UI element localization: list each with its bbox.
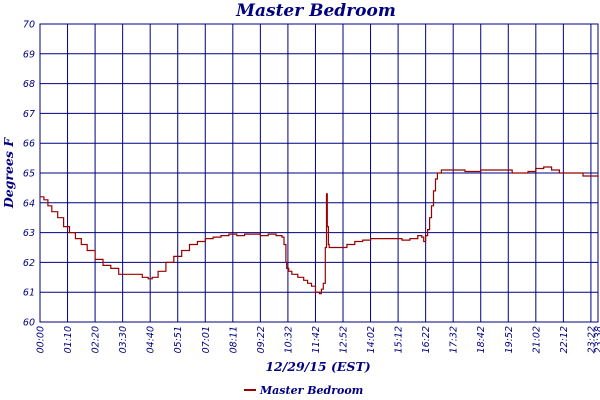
y-tick-label: 62 <box>23 258 35 269</box>
y-tick-label: 67 <box>23 109 35 120</box>
y-tick-label: 65 <box>23 169 35 180</box>
x-tick-label: 12:52 <box>339 326 350 353</box>
x-tick-label: 15:12 <box>394 326 405 353</box>
x-tick-label: 19:52 <box>504 326 515 353</box>
x-tick-label: 04:40 <box>146 326 157 353</box>
grid <box>39 23 599 323</box>
plot-frame <box>39 23 599 323</box>
y-tick-label: 70 <box>23 20 35 31</box>
x-tick-label: 11:42 <box>311 326 322 353</box>
x-tick-label: 17:32 <box>449 326 460 353</box>
series-layer <box>40 166 599 295</box>
chart-title: Master Bedroom <box>235 1 396 21</box>
x-tick-label: 03:30 <box>118 326 129 353</box>
x-tick-label: 23:38 <box>594 326 600 353</box>
legend-label: Master Bedroom <box>259 384 363 397</box>
y-tick-label: 60 <box>23 318 35 329</box>
y-axis-label: Degrees F <box>1 137 16 209</box>
x-tick-label: 07:01 <box>201 326 212 353</box>
x-tick-label: 14:02 <box>366 326 377 353</box>
y-tick-label: 64 <box>23 198 35 209</box>
legend: Master Bedroom <box>244 384 363 397</box>
x-axis-ticks: 00:00 01:10 02:20 03:30 04:40 05:51 07:01 08:11… <box>36 326 600 353</box>
y-tick-label: 61 <box>23 288 35 299</box>
y-tick-label: 68 <box>23 79 35 90</box>
x-tick-label: 23:22 <box>586 326 597 353</box>
x-tick-label: 02:20 <box>91 326 102 353</box>
y-axis-ticks: 60 61 62 63 64 65 66 67 68 69 70 <box>23 20 35 329</box>
x-tick-label: 09:22 <box>256 326 267 353</box>
x-tick-label: 10:32 <box>283 326 294 353</box>
x-tick-label: 22:12 <box>559 326 570 353</box>
x-tick-label: 08:11 <box>228 326 239 353</box>
y-tick-label: 63 <box>23 228 35 239</box>
x-axis-label: 12/29/15 (EST) <box>265 359 370 374</box>
x-tick-label: 01:10 <box>63 326 74 353</box>
x-tick-label: 00:00 <box>36 326 47 353</box>
y-tick-label: 66 <box>23 139 35 150</box>
x-tick-label: 05:51 <box>173 326 184 353</box>
x-tick-label: 21:02 <box>531 326 542 353</box>
series-line <box>40 166 599 295</box>
x-tick-label: 16:22 <box>421 326 432 353</box>
y-tick-label: 69 <box>23 49 35 60</box>
x-tick-label: 18:42 <box>476 326 487 353</box>
